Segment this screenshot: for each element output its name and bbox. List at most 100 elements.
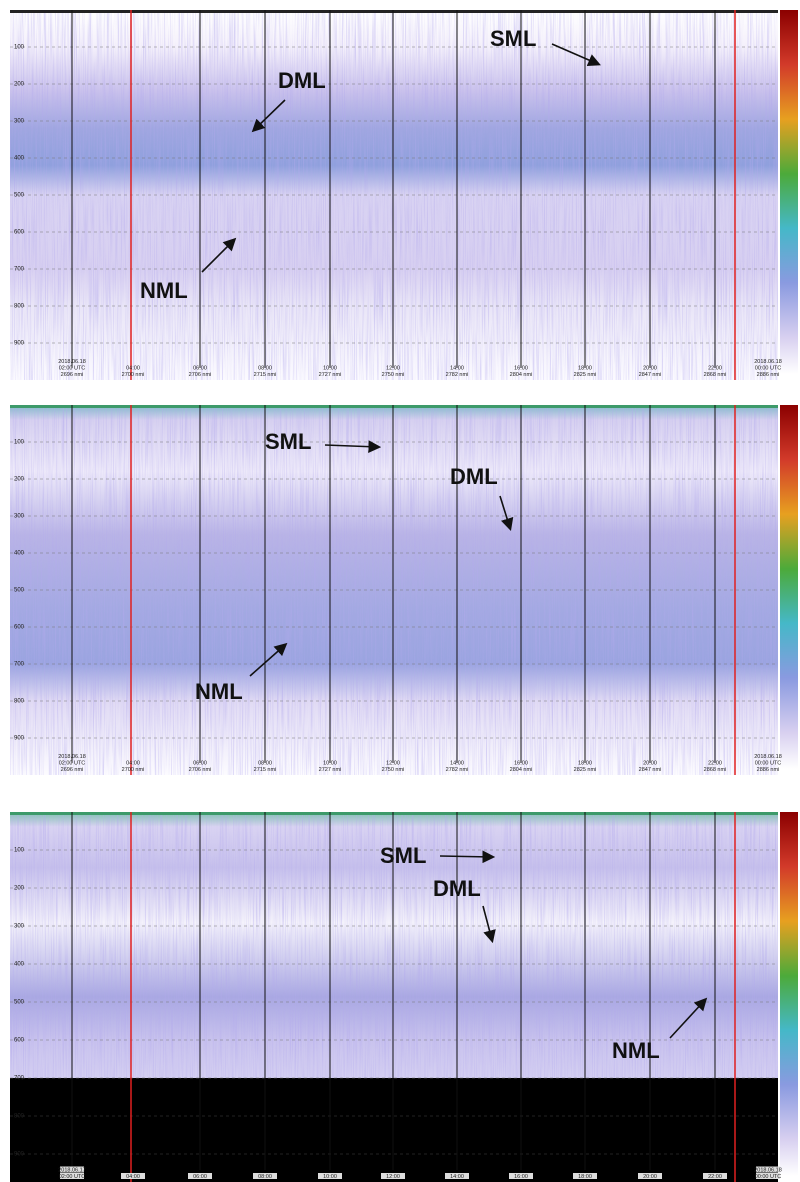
time-label-box bbox=[756, 1173, 780, 1179]
annotation-label: NML bbox=[612, 1038, 660, 1063]
time-label: 2706 nmi bbox=[189, 767, 212, 773]
annotation-label: SML bbox=[380, 843, 426, 868]
annotation-arrow bbox=[482, 905, 496, 944]
time-label: 2868 nmi bbox=[704, 372, 727, 378]
time-label: 16:00 bbox=[514, 761, 528, 767]
depth-tick-label: 700 bbox=[14, 1076, 25, 1082]
time-label: 16:00 bbox=[514, 1174, 528, 1180]
time-label: 22:00 bbox=[708, 1174, 722, 1180]
depth-tick-label: 700 bbox=[14, 662, 25, 668]
annotation-arrow bbox=[439, 850, 496, 864]
surface-line bbox=[10, 10, 778, 13]
depth-tick-label: 300 bbox=[14, 924, 25, 930]
depth-tick-label: 500 bbox=[14, 1000, 25, 1006]
time-label: 10:00 bbox=[323, 761, 337, 767]
annotation-label: DML bbox=[450, 464, 498, 489]
depth-tick-label: 100 bbox=[14, 45, 25, 51]
annotation-arrow bbox=[249, 642, 288, 677]
annotation-label: SML bbox=[490, 26, 536, 51]
annotation-arrow bbox=[499, 495, 514, 532]
depth-tick-label: 200 bbox=[14, 82, 25, 88]
time-label-box bbox=[121, 1173, 145, 1179]
depth-tick-label: 100 bbox=[14, 848, 25, 854]
time-label: 2018.06.18 bbox=[754, 359, 782, 365]
time-label: 2825 nmi bbox=[574, 767, 597, 773]
time-label: 2782 nmi bbox=[446, 767, 469, 773]
time-label: 08:00 bbox=[258, 366, 272, 372]
time-label: 2018.06.18 bbox=[754, 1168, 782, 1174]
depth-tick-label: 900 bbox=[14, 341, 25, 347]
time-label: 2750 nmi bbox=[382, 767, 405, 773]
time-label: 2804 nmi bbox=[510, 372, 533, 378]
time-label: 2018.06.17 bbox=[58, 1168, 86, 1174]
time-label: 2700 nmi bbox=[122, 372, 145, 378]
time-label: 18:00 bbox=[578, 1174, 592, 1180]
annotation-arrow bbox=[201, 237, 237, 273]
time-label-box bbox=[381, 1173, 405, 1179]
time-label-box bbox=[573, 1173, 597, 1179]
time-label: 02:00 UTC bbox=[59, 761, 86, 767]
annotation-arrow bbox=[324, 440, 382, 454]
time-label: 14:00 bbox=[450, 761, 464, 767]
annotation-arrow bbox=[251, 99, 286, 133]
depth-tick-label: 500 bbox=[14, 193, 25, 199]
time-label-box bbox=[318, 1173, 342, 1179]
time-label: 08:00 bbox=[258, 1174, 272, 1180]
time-label: 06:00 bbox=[193, 761, 207, 767]
time-label: 2696 nmi bbox=[61, 372, 84, 378]
depth-tick-label: 600 bbox=[14, 230, 25, 236]
time-label: 02:00 UTC bbox=[59, 366, 86, 372]
annotation-label: DML bbox=[433, 876, 481, 901]
annotation-arrow bbox=[551, 43, 601, 67]
time-label: 10:00 bbox=[323, 366, 337, 372]
surface-line bbox=[10, 405, 778, 408]
depth-tick-label: 400 bbox=[14, 156, 25, 162]
time-label: 20:00 bbox=[643, 366, 657, 372]
time-label: 22:00 bbox=[708, 366, 722, 372]
time-label: 2700 nmi bbox=[122, 767, 145, 773]
time-label: 04:00 bbox=[126, 366, 140, 372]
time-label: 00:00 UTC bbox=[755, 366, 782, 372]
time-label: 02:00 UTC bbox=[59, 1174, 86, 1180]
time-label: 2847 nmi bbox=[639, 767, 662, 773]
time-label: 14:00 bbox=[450, 366, 464, 372]
annotation-label: NML bbox=[195, 679, 243, 704]
depth-tick-label: 600 bbox=[14, 625, 25, 631]
depth-tick-label: 300 bbox=[14, 119, 25, 125]
time-label: 12:00 bbox=[386, 366, 400, 372]
time-label: 18:00 bbox=[578, 366, 592, 372]
depth-tick-label: 600 bbox=[14, 1038, 25, 1044]
time-label: 20:00 bbox=[643, 761, 657, 767]
color-scale bbox=[780, 10, 798, 374]
time-label: 06:00 bbox=[193, 366, 207, 372]
time-label-box bbox=[756, 1166, 780, 1173]
time-label-box bbox=[253, 1173, 277, 1179]
depth-tick-label: 800 bbox=[14, 1114, 25, 1120]
time-label: 2696 nmi bbox=[61, 767, 84, 773]
annotation-label: SML bbox=[265, 429, 311, 454]
time-label-box bbox=[60, 1173, 84, 1179]
annotation-label: DML bbox=[278, 68, 326, 93]
time-label: 00:00 UTC bbox=[755, 1174, 782, 1180]
time-label: 18:00 bbox=[578, 761, 592, 767]
time-label: 22:00 bbox=[708, 761, 722, 767]
time-label: 2886 nmi bbox=[757, 372, 780, 378]
time-label: 10:00 bbox=[323, 1174, 337, 1180]
depth-tick-label: 500 bbox=[14, 588, 25, 594]
surface-line bbox=[10, 812, 778, 815]
time-label-box bbox=[509, 1173, 533, 1179]
time-label: 00:00 UTC bbox=[755, 761, 782, 767]
depth-tick-label: 200 bbox=[14, 886, 25, 892]
depth-tick-label: 900 bbox=[14, 1152, 25, 1158]
time-label: 2018.06.18 bbox=[58, 754, 86, 760]
time-label: 2782 nmi bbox=[446, 372, 469, 378]
time-label: 12:00 bbox=[386, 761, 400, 767]
depth-tick-label: 100 bbox=[14, 440, 25, 446]
time-label: 06:00 bbox=[193, 1174, 207, 1180]
time-label: 2847 nmi bbox=[639, 372, 662, 378]
echogram-panel: 1002003004005006007008009002018.06.1802:… bbox=[10, 10, 798, 380]
time-label-box bbox=[60, 1166, 84, 1173]
depth-tick-label: 400 bbox=[14, 551, 25, 557]
time-label: 12:00 bbox=[386, 1174, 400, 1180]
time-label: 04:00 bbox=[126, 761, 140, 767]
